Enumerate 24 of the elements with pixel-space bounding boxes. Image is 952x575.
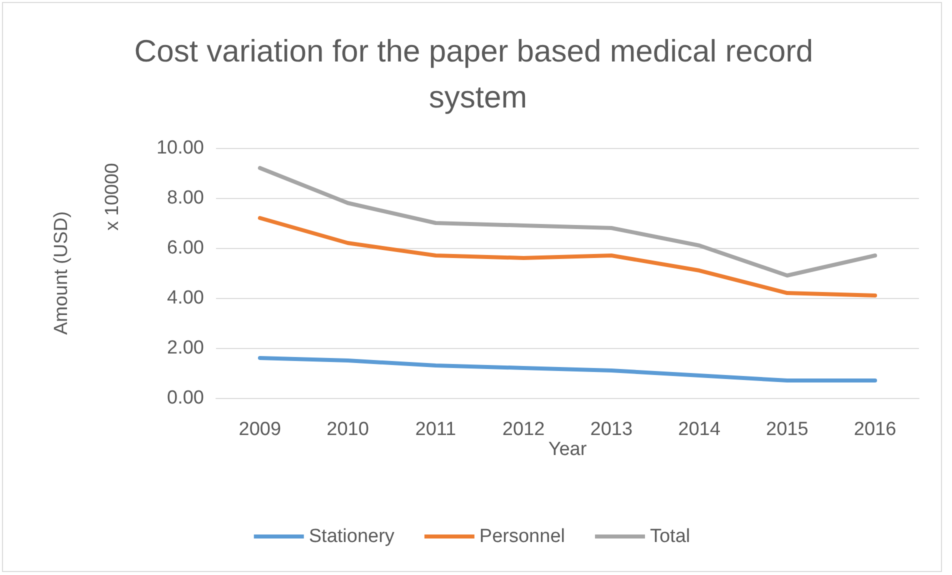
x-tick-label: 2013 <box>590 419 633 440</box>
y-tick-label: 0.00 <box>167 388 204 408</box>
text: x 10000 <box>102 162 123 231</box>
legend-label: Total <box>650 526 690 547</box>
x-tick-label: 2010 <box>326 419 369 440</box>
y-tick-label: 10.00 <box>156 138 204 158</box>
x-tick-label: 2014 <box>678 419 721 440</box>
y-axis-title: Amount (USD) <box>51 211 72 335</box>
y-tick-label: 2.00 <box>167 338 204 358</box>
line-series <box>258 216 878 298</box>
legend-label: Personnel <box>479 526 565 547</box>
x-tick-label: 2015 <box>766 419 808 440</box>
x-tick-label: 2009 <box>238 419 282 440</box>
y-tick-label: 4.00 <box>167 288 204 308</box>
x-tick-label: 2016 <box>854 419 896 440</box>
line-series <box>258 356 878 382</box>
x-tick-label: 2012 <box>502 419 545 440</box>
legend-label: Stationery <box>308 526 395 547</box>
y-tick-label: 8.00 <box>167 188 204 208</box>
chart-title: Cost variation for the paper based medical record system <box>134 34 822 114</box>
x-tick-label: 2011 <box>415 419 456 440</box>
y-tick-label: 6.00 <box>167 238 204 258</box>
x-axis-title: Year <box>548 438 588 460</box>
line-series <box>258 166 878 278</box>
